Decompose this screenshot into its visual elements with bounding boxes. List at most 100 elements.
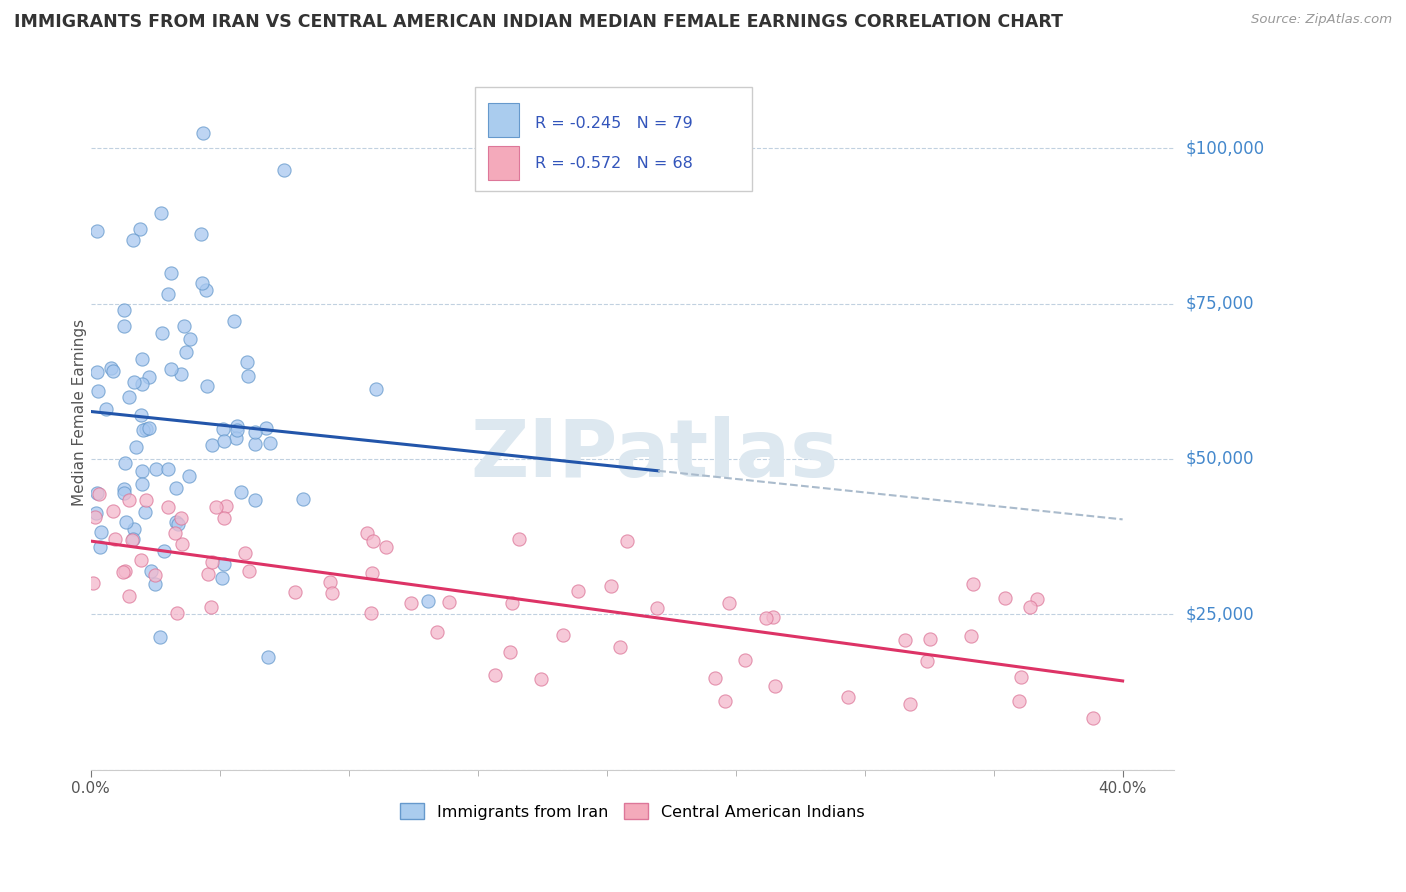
Point <box>609 640 631 654</box>
Point <box>129 408 152 422</box>
Point <box>898 697 921 711</box>
Point <box>508 532 530 546</box>
Point <box>159 362 181 376</box>
Point <box>360 607 382 621</box>
Point <box>191 276 214 290</box>
Point <box>100 360 122 375</box>
Point <box>84 506 107 520</box>
Point <box>361 566 384 580</box>
Point <box>195 283 218 297</box>
Point <box>112 303 135 318</box>
Point <box>157 462 180 476</box>
Point <box>165 481 187 495</box>
Point <box>177 468 200 483</box>
Point <box>143 568 166 582</box>
Point <box>212 422 235 436</box>
Point <box>86 384 108 398</box>
Point <box>131 423 153 437</box>
Point <box>761 609 783 624</box>
Point <box>103 504 125 518</box>
Point <box>145 577 167 591</box>
Point <box>201 438 224 452</box>
Point <box>170 368 193 382</box>
Y-axis label: Median Female Earnings: Median Female Earnings <box>72 318 87 506</box>
Point <box>616 534 638 549</box>
Point <box>962 576 984 591</box>
Point <box>292 492 315 507</box>
Point <box>156 287 179 301</box>
Point <box>149 630 172 644</box>
Point <box>122 233 145 247</box>
Point <box>131 352 153 367</box>
Point <box>170 511 193 525</box>
Point <box>156 500 179 514</box>
Point <box>122 532 145 546</box>
Point <box>259 435 281 450</box>
Point <box>94 402 117 417</box>
Point <box>254 420 277 434</box>
Legend: Immigrants from Iran, Central American Indians: Immigrants from Iran, Central American I… <box>394 797 872 826</box>
Point <box>1010 670 1032 684</box>
Point <box>233 546 256 560</box>
Point <box>170 536 193 550</box>
Point <box>131 377 153 392</box>
Point <box>191 126 214 140</box>
Point <box>645 601 668 615</box>
Point <box>225 431 247 445</box>
Point <box>366 382 388 396</box>
Point <box>167 517 190 532</box>
Point <box>499 645 522 659</box>
Point <box>200 599 222 614</box>
Point <box>894 632 917 647</box>
Text: $100,000: $100,000 <box>1185 139 1264 157</box>
Point <box>920 632 942 647</box>
Point <box>84 509 107 524</box>
FancyBboxPatch shape <box>475 87 752 191</box>
Point <box>115 516 138 530</box>
Text: ZIPatlas: ZIPatlas <box>470 417 838 494</box>
Point <box>118 589 141 603</box>
Point <box>86 485 108 500</box>
Point <box>111 565 134 579</box>
Point <box>90 524 112 539</box>
Point <box>201 555 224 569</box>
Point <box>214 558 236 572</box>
Point <box>82 576 104 591</box>
Point <box>174 344 197 359</box>
Point <box>118 390 141 404</box>
Point <box>159 266 181 280</box>
Point <box>112 486 135 500</box>
Point <box>153 543 176 558</box>
Point <box>915 655 938 669</box>
Point <box>89 541 111 555</box>
Point <box>1025 591 1047 606</box>
Point <box>551 628 574 642</box>
Point <box>86 224 108 238</box>
Point <box>1018 600 1040 615</box>
Point <box>245 492 267 507</box>
Point <box>190 227 212 242</box>
Text: $50,000: $50,000 <box>1185 450 1254 468</box>
Point <box>529 673 551 687</box>
Point <box>321 586 343 600</box>
Point <box>837 690 859 704</box>
Bar <box>488 146 519 180</box>
Bar <box>488 103 519 137</box>
Point <box>236 354 259 368</box>
Point <box>226 419 249 434</box>
Point <box>714 694 737 708</box>
Point <box>567 584 589 599</box>
Point <box>152 326 174 340</box>
Point <box>114 564 136 578</box>
Point <box>1081 711 1104 725</box>
Point <box>131 464 153 478</box>
Text: $25,000: $25,000 <box>1185 606 1254 624</box>
Point <box>284 584 307 599</box>
Point <box>138 420 160 434</box>
Point <box>129 553 152 567</box>
Point <box>179 332 201 346</box>
Point <box>145 462 167 476</box>
Point <box>375 541 398 555</box>
Point <box>212 511 235 525</box>
Point <box>225 423 247 437</box>
